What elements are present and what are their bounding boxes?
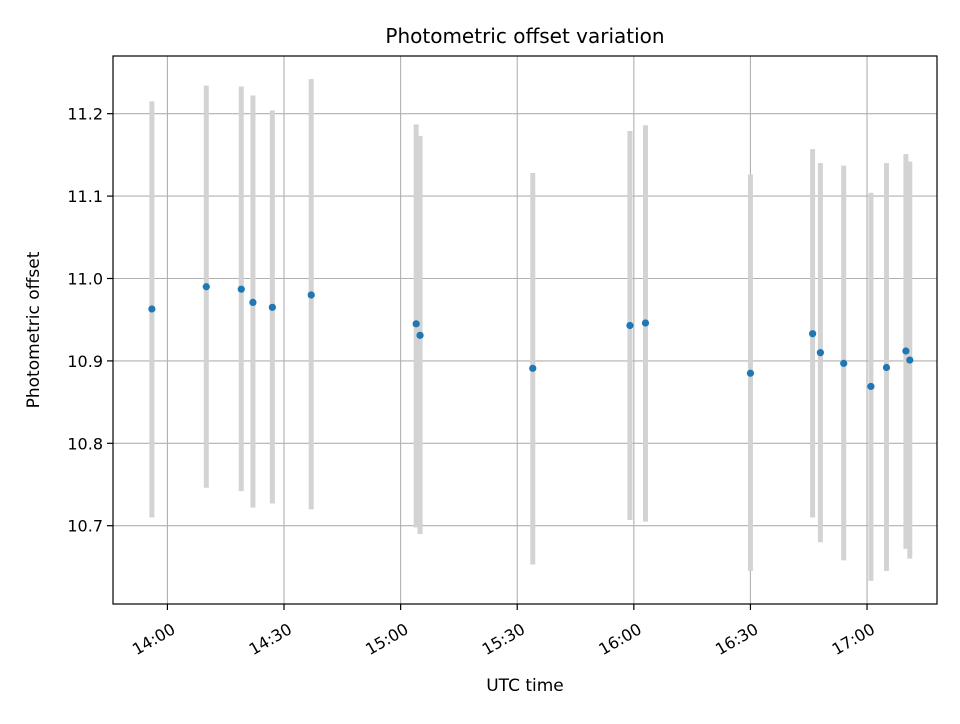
data-point [882, 363, 891, 372]
data-point [840, 359, 848, 367]
x-axis-label: UTC time [486, 676, 564, 696]
y-axis-label: Photometric offset [24, 251, 44, 408]
y-tick-label: 11.0 [67, 269, 103, 288]
data-point [626, 321, 634, 330]
data-point [809, 330, 817, 338]
data-point [641, 319, 650, 327]
data-point [202, 283, 210, 291]
plot-frame [112, 55, 938, 605]
data-points [148, 283, 914, 391]
data-point [268, 303, 276, 311]
data-point [529, 364, 537, 372]
data-point [412, 320, 420, 328]
data-point [867, 382, 875, 391]
data-point [307, 291, 315, 299]
y-tick-label: 11.2 [67, 105, 103, 124]
y-tick-label: 10.7 [67, 517, 103, 536]
chart-title: Photometric offset variation [385, 24, 664, 48]
data-point [906, 356, 914, 364]
y-tick-label: 10.8 [67, 434, 103, 453]
data-point [816, 349, 824, 357]
y-tick-label: 10.9 [67, 352, 103, 371]
data-point [902, 347, 910, 355]
data-point [746, 369, 755, 377]
data-point [237, 285, 245, 293]
data-point [416, 331, 424, 339]
data-point [148, 305, 156, 313]
y-tick-label: 11.1 [67, 187, 103, 206]
y-axis: 10.7 10.8 10.9 11.0 11.1 11.2 [67, 105, 113, 536]
data-point [249, 298, 257, 306]
